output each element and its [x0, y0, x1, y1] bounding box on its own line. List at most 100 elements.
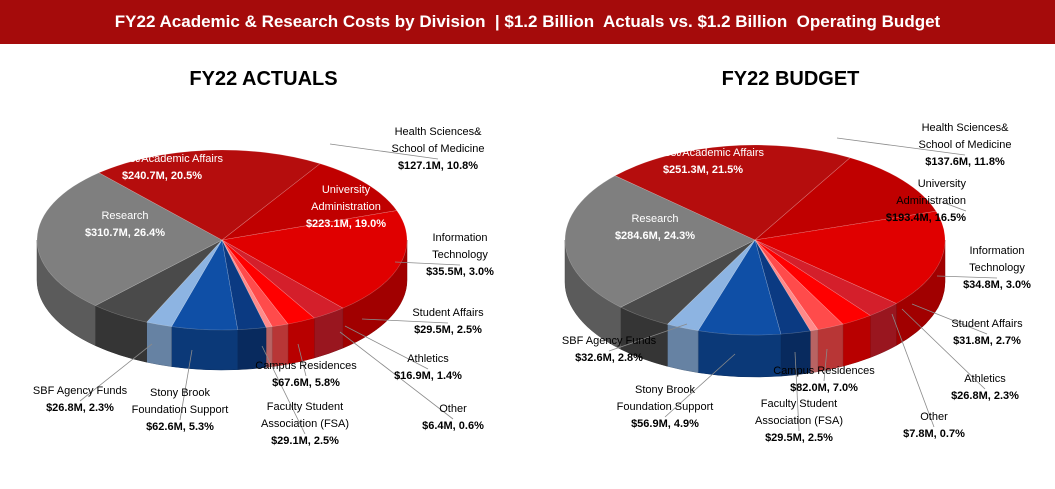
- slice-label-text: Stony Brook: [150, 387, 210, 399]
- slice-label-text: Faculty Student: [761, 398, 837, 410]
- slice-label-text: Campus Residences: [773, 365, 875, 377]
- leader-line-athletics: [901, 308, 986, 390]
- actuals-pie-chart: FY22 ACTUALS Health Sciences& School of M…: [0, 44, 527, 489]
- slice-label-provost-academic-affairs: Provost/Academic Affairs $251.3M, 21.5%: [642, 147, 765, 176]
- slice-label-text: Health Sciences&: [922, 122, 1009, 134]
- pie-slice-student-affairs: [221, 239, 315, 325]
- slice-label-text: Information: [969, 245, 1024, 257]
- slice-label-health-sciences-school-of-medicine: Health Sciences&School of Medicine $137.6…: [919, 122, 1012, 168]
- pie-slice-provost-academic-affairs: [614, 144, 851, 241]
- slice-label-text: Foundation Support: [617, 401, 714, 413]
- slice-label-text: Athletics: [964, 373, 1006, 385]
- budget-pie-svg: Health Sciences&School of Medicine $137.6…: [562, 122, 1031, 444]
- pie-slice-side-campus-residences: [697, 330, 782, 378]
- pie-slice-campus-residences: [697, 239, 782, 336]
- pie-slice-faculty-student-association-fsa: [754, 239, 811, 335]
- pie-slice-research: [36, 172, 223, 306]
- slice-label-text: Faculty Student: [267, 401, 343, 413]
- slice-label-text: Other: [439, 403, 467, 415]
- leader-line-health-sciences-school-of-medicine: [836, 137, 966, 156]
- slice-value-label: $34.8M, 3.0%: [963, 279, 1031, 291]
- slice-label-text: SBF Agency Funds: [33, 385, 128, 397]
- pie-slice-stony-brook-foundation-support: [94, 239, 223, 323]
- slice-value-label: $56.9M, 4.9%: [631, 418, 699, 430]
- leader-line-health-sciences-school-of-medicine: [329, 143, 439, 160]
- slice-label-text: University: [918, 178, 967, 190]
- pie-slice-faculty-student-association-fsa: [221, 239, 267, 330]
- pie-slice-information-technology: [754, 239, 898, 316]
- pie-tops: [36, 149, 408, 331]
- slice-label-stony-brook-foundation-support: Stony Brook Foundation Support $56.9M, 4.9…: [617, 384, 714, 430]
- leader-line-athletics: [344, 325, 429, 370]
- slice-value-label: $127.1M, 10.8%: [398, 160, 478, 172]
- slice-value-label: $29.5M, 2.5%: [765, 432, 833, 444]
- slice-label-faculty-student-association-fsa: Faculty Student Association (FSA) $29.5M, …: [755, 398, 843, 444]
- slice-label-text: School of Medicine: [392, 143, 485, 155]
- slice-value-label: $82.0M, 7.0%: [790, 382, 858, 394]
- slice-value-label: $67.6M, 5.8%: [272, 377, 340, 389]
- pie-slice-university-administration: [753, 210, 946, 304]
- pie-slice-student-affairs: [754, 239, 871, 325]
- slice-label-campus-residences: Campus Residences $67.6M, 5.8%: [255, 360, 357, 389]
- pie-slice-side-campus-residences: [171, 326, 238, 371]
- pie-slice-information-technology: [221, 239, 344, 319]
- slice-value-label: $26.8M, 2.3%: [951, 390, 1019, 402]
- slice-value-label: $62.6M, 5.3%: [146, 421, 214, 433]
- leader-line-campus-residences: [297, 343, 307, 377]
- leader-line-other: [339, 331, 454, 420]
- leader-line-other: [891, 313, 935, 428]
- leader-line-information-technology: [936, 275, 998, 279]
- slice-value-label: $193.4M, 16.5%: [886, 212, 966, 224]
- page-title: FY22 Academic & Research Costs by Divisi…: [114, 12, 941, 31]
- slice-value-label: $32.6M, 2.8%: [575, 352, 643, 364]
- slice-label-other: Other $7.8M, 0.7%: [903, 411, 965, 440]
- slice-label-text: Association (FSA): [755, 415, 843, 427]
- leader-line-sbf-agency-funds: [79, 343, 153, 402]
- slice-label-provost-academic-affairs: Provost/Academic Affairs $240.7M, 20.5%: [101, 153, 224, 182]
- slice-value-label: $284.6M, 24.3%: [615, 230, 695, 242]
- slice-label-information-technology: Information Technology $34.8M, 3.0%: [963, 245, 1031, 291]
- leader-line-university-administration: [941, 201, 967, 212]
- slice-label-athletics: Athletics $16.9M, 1.4%: [394, 353, 462, 382]
- slice-value-label: $240.7M, 20.5%: [122, 170, 202, 182]
- pie-slice-health-sciences-school-of-medicine: [754, 157, 937, 241]
- slice-label-sbf-agency-funds: SBF Agency Funds $26.8M, 2.3%: [33, 385, 128, 414]
- slice-label-text: Health Sciences&: [395, 126, 482, 138]
- slice-label-university-administration: University Administration $193.4M, 16.5%: [886, 178, 967, 224]
- slice-label-stony-brook-foundation-support: Stony Brook Foundation Support $62.6M, 5.3…: [132, 387, 229, 433]
- slice-label-text: Campus Residences: [255, 360, 357, 372]
- chart-title: FY22 BUDGET: [721, 68, 860, 90]
- pie-slice-side-sbf-agency-funds: [146, 321, 172, 367]
- slice-label-text: School of Medicine: [919, 139, 1012, 151]
- slice-label-text: Provost/Academic Affairs: [101, 153, 224, 165]
- leader-lines: [608, 137, 998, 432]
- pie-slice-sbf-agency-funds: [666, 239, 756, 331]
- slice-label-text: SBF Agency Funds: [562, 335, 657, 347]
- pie-slice-other: [754, 239, 819, 332]
- slice-label-text: Stony Brook: [635, 384, 695, 396]
- slice-labels: Health Sciences&School of Medicine $127.1…: [33, 126, 494, 447]
- slice-label-text: Athletics: [407, 353, 449, 365]
- pie-slice-athletics: [754, 239, 844, 330]
- slice-label-text: Student Affairs: [412, 307, 484, 319]
- slice-label-text: Administration: [896, 195, 966, 207]
- leader-line-stony-brook-foundation-support: [179, 349, 193, 421]
- leader-line-campus-residences: [823, 348, 828, 382]
- slice-value-label: $310.7M, 26.4%: [85, 227, 165, 239]
- slice-label-text: Information: [432, 232, 487, 244]
- slice-value-label: $251.3M, 21.5%: [663, 164, 743, 176]
- slice-value-label: $31.8M, 2.7%: [953, 335, 1021, 347]
- pie-slice-research: [564, 175, 756, 308]
- leader-line-faculty-student-association-fsa: [794, 351, 800, 432]
- budget-pie-chart: FY22 BUDGET Health Sciences& School of Me…: [527, 44, 1054, 489]
- slice-label-text: Association (FSA): [261, 418, 349, 430]
- slice-label-health-sciences-school-of-medicine: Health Sciences&School of Medicine $127.1…: [392, 126, 485, 172]
- slice-label-text: Technology: [969, 262, 1025, 274]
- slice-value-label: $223.1M, 19.0%: [306, 218, 386, 230]
- slice-label-text: Administration: [311, 201, 381, 213]
- slice-label-university-administration: University Administration $223.1M, 19.0%: [306, 184, 386, 230]
- chart-title: FY22 ACTUALS: [189, 68, 338, 90]
- slice-value-label: $137.6M, 11.8%: [925, 156, 1005, 168]
- slice-label-student-affairs: Student Affairs $31.8M, 2.7%: [951, 318, 1023, 347]
- leader-lines: [79, 143, 461, 435]
